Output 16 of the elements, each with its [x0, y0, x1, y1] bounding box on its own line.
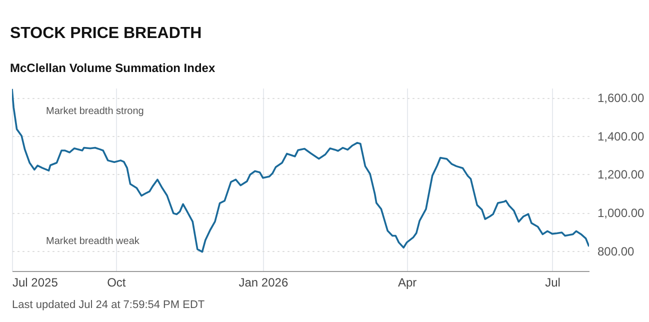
chart-subtitle: McClellan Volume Summation Index — [10, 61, 216, 75]
y-tick-label: 1,000.00 — [598, 206, 645, 220]
chart-title: STOCK PRICE BREADTH — [10, 25, 202, 42]
annotation: Market breadth strong — [46, 106, 144, 117]
y-tick-label: 1,400.00 — [598, 129, 645, 144]
x-tick-label: Jul 2025 — [12, 276, 58, 290]
x-tick-label: Jul — [545, 276, 560, 290]
y-tick-label: 1,600.00 — [598, 91, 645, 106]
x-tick-label: Jan 2026 — [238, 276, 288, 290]
x-tick-label: Oct — [107, 276, 126, 290]
text: Last updated Jul 24 at 7:59:54 PM EDT — [12, 299, 205, 311]
line-series — [12, 88, 589, 253]
x-tick-label: Apr — [398, 276, 417, 290]
y-tick-label: 1,200.00 — [598, 168, 645, 182]
annotation: Market breadth weak — [46, 236, 140, 247]
y-tick-label: 800.00 — [598, 244, 635, 258]
